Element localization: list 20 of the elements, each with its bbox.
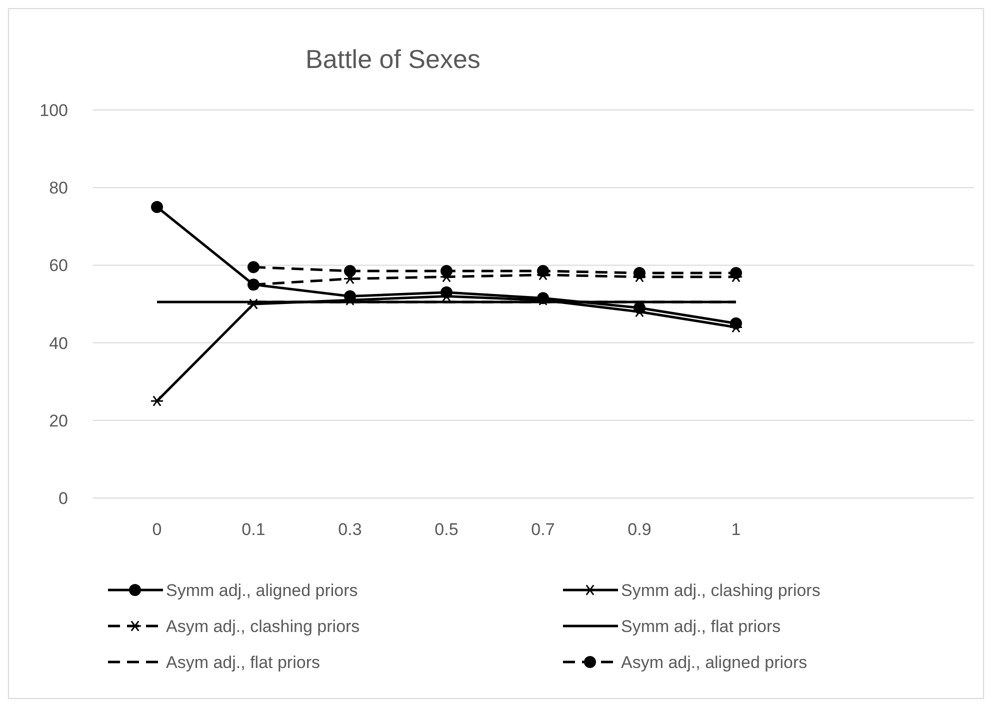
legend-label: Symm adj., aligned priors (166, 581, 358, 600)
legend-label: Asym adj., clashing priors (166, 617, 360, 636)
x-tick-label: 0.9 (628, 520, 652, 539)
legend-label: Symm adj., clashing priors (621, 581, 820, 600)
legend-label: Symm adj., flat priors (621, 617, 781, 636)
x-tick-label: 0 (152, 520, 162, 539)
y-tick-label: 40 (49, 334, 68, 353)
y-tick-label: 0 (58, 489, 68, 508)
x-tick-label: 0.5 (434, 520, 458, 539)
y-tick-label: 80 (49, 178, 68, 198)
y-tick-label: 60 (49, 256, 68, 276)
x-tick-label: 0.7 (531, 520, 555, 539)
y-tick-label: 20 (49, 411, 68, 430)
x-tick-label: 0.1 (242, 520, 266, 539)
chart-title: Battle of Sexes (306, 44, 480, 74)
x-tick-label: 1 (731, 520, 741, 539)
legend-label: Asym adj., aligned priors (621, 653, 808, 672)
x-tick-label: 0.3 (338, 520, 362, 539)
legend-label: Asym adj., flat priors (166, 653, 320, 672)
y-tick-label: 100 (40, 101, 68, 120)
